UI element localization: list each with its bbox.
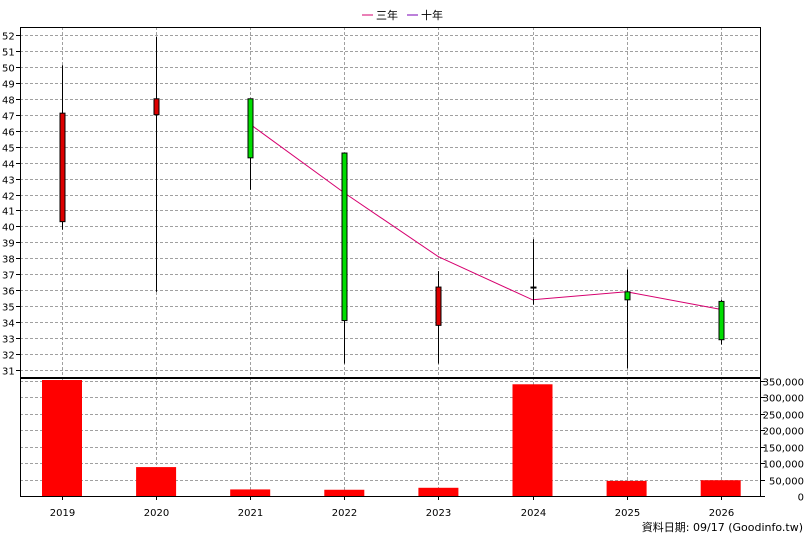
volume-bar (418, 487, 459, 496)
price-tick-label: 51 (2, 48, 15, 59)
x-tick-label: 2026 (709, 508, 734, 519)
volume-tick-label: 50,000 (769, 477, 804, 488)
candle-body (59, 112, 66, 223)
candle-body (718, 300, 725, 341)
volume-bar (42, 380, 82, 496)
price-tick-label: 48 (2, 96, 15, 107)
footer-date-source: 資料日期: 09/17 (Goodinfo.tw) (642, 520, 803, 534)
price-tick-label: 41 (2, 207, 15, 218)
candle-body (530, 286, 537, 289)
volume-bar (136, 467, 177, 496)
candle-body (341, 152, 348, 322)
three-year-line (249, 123, 721, 310)
legend-label-3y: 三年 (376, 8, 398, 22)
volume-tick-label: 150,000 (763, 444, 804, 455)
price-tick-label: 46 (2, 128, 15, 139)
price-tick-label: 38 (2, 255, 15, 266)
price-tick-label: 36 (2, 287, 15, 298)
price-tick-label: 35 (2, 303, 15, 314)
x-tick-label: 2022 (332, 508, 357, 519)
price-tick-label: 50 (2, 64, 15, 75)
price-tick-label: 37 (2, 271, 15, 282)
price-tick-label: 52 (2, 32, 15, 43)
price-tick-label: 44 (2, 160, 15, 171)
price-tick-label: 45 (2, 144, 15, 155)
volume-tick-label: 200,000 (763, 427, 804, 438)
x-tick-label: 2025 (615, 508, 640, 519)
price-tick-label: 32 (2, 351, 15, 362)
x-tick-label: 2019 (50, 508, 75, 519)
volume-tick-label: 250,000 (763, 411, 804, 422)
price-frame (20, 27, 761, 378)
volume-tick-label: 0 (798, 493, 804, 504)
price-panel: 31 32 33 34 35 36 37 38 39 40 41 42 43 44 45 46 47 48 49 50… (2, 27, 761, 496)
price-tick-label: 49 (2, 80, 15, 91)
price-tick-label: 40 (2, 223, 15, 234)
candle-body (435, 286, 442, 326)
price-tick-label: 33 (2, 335, 15, 346)
candle-body (247, 98, 254, 159)
x-tick-label: 2021 (238, 508, 263, 519)
volume-tick-label: 300,000 (763, 394, 804, 405)
x-tick-label: 2020 (144, 508, 169, 519)
price-tick-label: 42 (2, 192, 15, 203)
volume-bar (230, 489, 271, 496)
volume-bar (324, 489, 365, 496)
volume-frame (20, 378, 761, 497)
volume-bar (512, 384, 553, 496)
volume-bar (700, 480, 741, 496)
candle-body (624, 291, 631, 301)
x-tick-label: 2024 (521, 508, 546, 519)
legend-label-10y: 十年 (421, 8, 443, 22)
x-tick-label: 2023 (426, 508, 451, 519)
volume-bar (606, 480, 647, 496)
chart-legend: 三年 十年 (362, 8, 443, 22)
volume-tick-label: 100,000 (763, 460, 804, 471)
volume-panel: 0 50,000 100,000 150,000 200,000 250,000 300,0… (20, 378, 804, 504)
x-axis: 2019 2020 2021 2022 2023 2024 2025 2026 (50, 496, 734, 519)
price-tick-label: 34 (2, 319, 15, 330)
price-tick-label: 47 (2, 112, 15, 123)
price-tick-label: 43 (2, 176, 15, 187)
price-tick-label: 31 (2, 367, 15, 378)
candle-body (153, 98, 160, 116)
volume-tick-label: 350,000 (763, 378, 804, 389)
price-tick-label: 39 (2, 239, 15, 250)
